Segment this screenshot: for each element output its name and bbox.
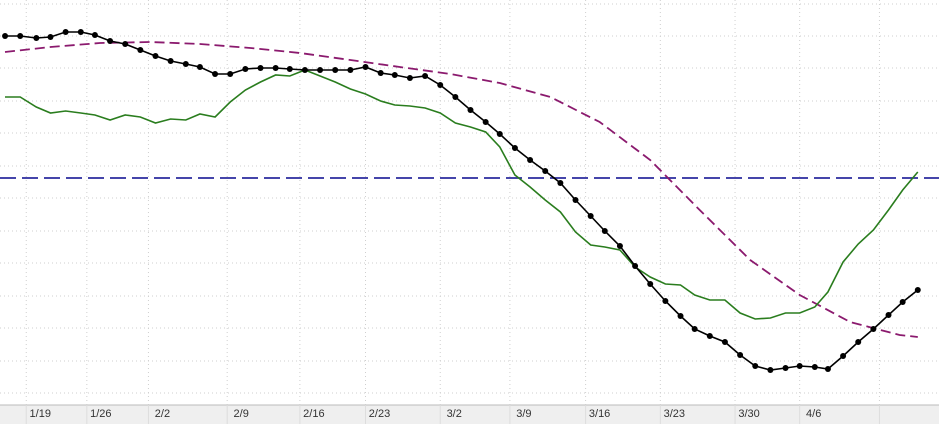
point: [752, 363, 759, 369]
x-tick-label: 4/6: [806, 408, 821, 420]
point: [647, 281, 654, 287]
point: [272, 65, 279, 71]
point: [62, 29, 69, 35]
point: [347, 67, 354, 73]
point: [467, 107, 474, 113]
point: [47, 34, 54, 40]
point: [632, 263, 639, 269]
point: [107, 38, 114, 44]
point: [17, 33, 24, 39]
point: [182, 61, 189, 67]
point: [91, 32, 98, 38]
x-tick-label: 2/16: [303, 408, 324, 420]
point: [855, 339, 862, 345]
point: [301, 67, 308, 73]
point: [557, 180, 564, 186]
x-tick-label: 3/2: [447, 408, 462, 420]
point: [33, 35, 40, 41]
x-tick-label: 3/9: [516, 408, 531, 420]
point: [137, 47, 144, 53]
x-tick-label: 1/26: [90, 408, 111, 420]
point: [796, 363, 803, 369]
point: [691, 326, 698, 332]
line-series: [4, 41, 918, 338]
point: [212, 71, 219, 77]
point: [840, 353, 847, 359]
x-tick-label: 2/9: [234, 408, 249, 420]
point: [452, 94, 459, 100]
point: [362, 64, 369, 70]
point: [914, 287, 921, 293]
point: [286, 66, 293, 72]
point: [496, 131, 503, 137]
point: [406, 75, 413, 81]
point: [2, 33, 9, 39]
x-tick-label: 1/19: [30, 408, 51, 420]
line-series: [5, 69, 919, 320]
point: [870, 326, 877, 332]
point: [332, 67, 339, 73]
x-tick-label: 2/2: [155, 408, 170, 420]
point: [77, 29, 84, 35]
point: [242, 66, 249, 72]
point: [706, 333, 713, 339]
point: [422, 73, 429, 79]
point: [437, 82, 444, 88]
point: [662, 298, 669, 304]
point: [227, 71, 234, 77]
x-tick-label: 3/30: [738, 408, 759, 420]
point: [122, 41, 129, 47]
point: [572, 197, 579, 203]
point: [587, 213, 594, 219]
point: [196, 64, 203, 70]
point: [167, 58, 174, 64]
point: [616, 243, 623, 249]
point: [677, 313, 684, 319]
point: [767, 367, 774, 373]
point: [257, 65, 264, 71]
line-series: [5, 31, 919, 371]
x-tick-label: 3/23: [664, 408, 685, 420]
point: [317, 67, 324, 73]
point: [899, 299, 906, 305]
point: [391, 72, 398, 78]
point: [482, 119, 489, 125]
point: [782, 365, 789, 371]
x-tick-label: 3/16: [589, 408, 610, 420]
point: [737, 352, 744, 358]
point: [542, 168, 549, 174]
point: [511, 145, 518, 151]
x-tick-label: 2/23: [369, 408, 390, 420]
point: [152, 53, 159, 59]
point: [885, 312, 892, 318]
point: [824, 366, 831, 372]
point: [811, 364, 818, 370]
point: [721, 339, 728, 345]
point: [527, 157, 534, 163]
point: [377, 70, 384, 76]
point: [601, 228, 608, 234]
x-axis-strip: [0, 405, 939, 424]
